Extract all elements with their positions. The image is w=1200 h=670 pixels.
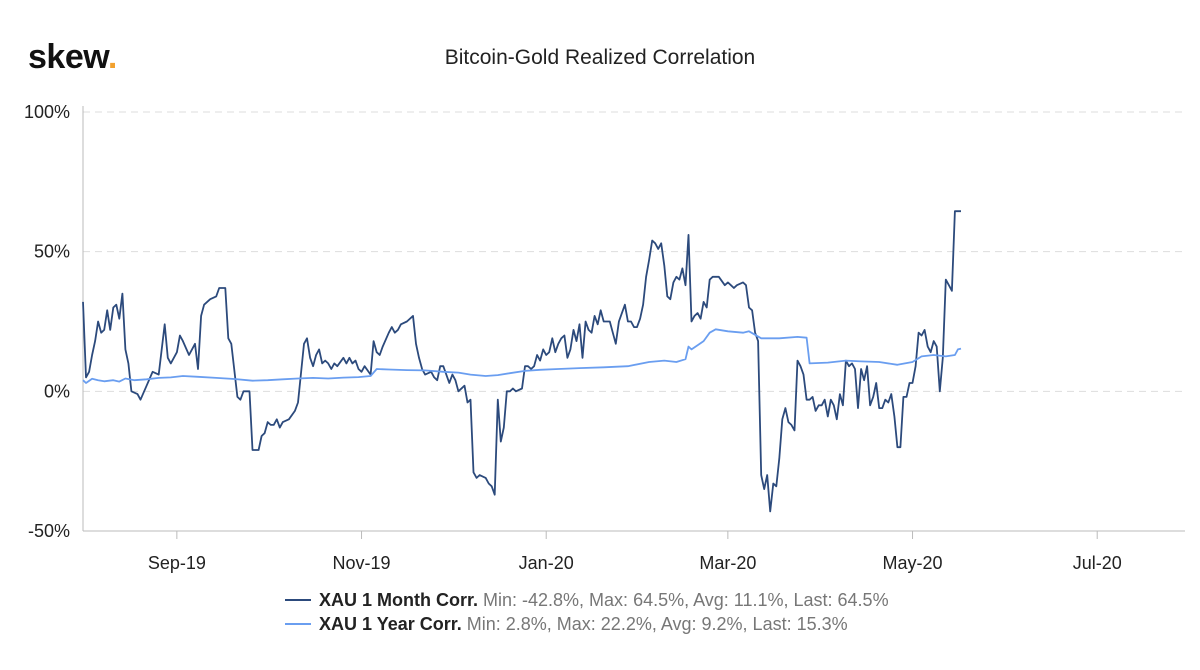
logo-dot: . [107,38,117,76]
legend-series-name: XAU 1 Month Corr. [319,590,479,610]
y-tick-label: -50% [28,521,70,541]
series-lines [82,210,962,513]
legend-item-1-year[interactable]: XAU 1 Year Corr. Min: 2.8%, Max: 22.2%, … [285,612,889,636]
logo-text: skew [28,38,108,76]
chart-title: Bitcoin-Gold Realized Correlation [444,46,756,69]
y-tick-label: 100% [24,102,70,122]
legend: XAU 1 Month Corr. Min: -42.8%, Max: 64.5… [285,588,889,636]
legend-swatch-1-year [285,623,311,625]
x-tick-label: Nov-19 [333,553,391,573]
series-line-1-year [82,328,962,384]
legend-swatch-1-month [285,599,311,601]
x-tick-label: Sep-19 [148,553,206,573]
legend-item-1-month[interactable]: XAU 1 Month Corr. Min: -42.8%, Max: 64.5… [285,588,889,612]
y-tick-label: 50% [34,242,70,262]
x-tick-label: May-20 [883,553,943,573]
x-tick-label: Jan-20 [519,553,574,573]
y-tick-label: 0% [44,381,70,401]
grid-lines [83,111,1185,532]
legend-series-name: XAU 1 Year Corr. [319,614,462,634]
axes [82,106,1185,539]
skew-logo: skew. [28,38,117,77]
x-tick-label: Mar-20 [699,553,756,573]
tick-labels: 100% 50% 0% -50% Sep-19 Nov-19 Jan-20 Mar-20 May… [24,102,1122,573]
series-line-1-month [82,210,961,513]
legend-series-stats: Min: -42.8%, Max: 64.5%, Avg: 11.1%, Las… [483,590,889,610]
x-tick-label: Jul-20 [1073,553,1122,573]
legend-series-stats: Min: 2.8%, Max: 22.2%, Avg: 9.2%, Last: … [466,614,848,634]
